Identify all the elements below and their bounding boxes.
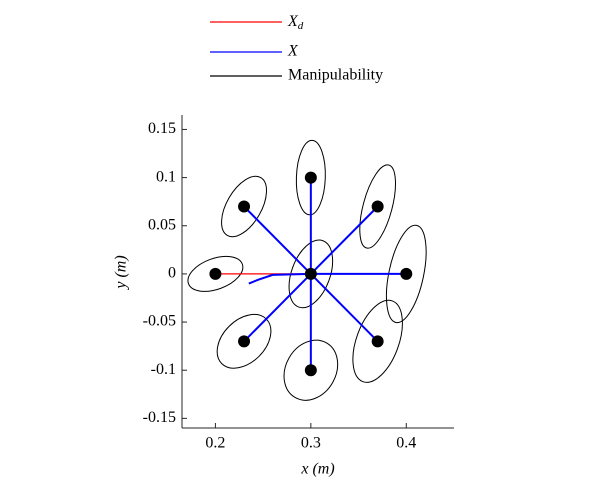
target-point <box>209 267 222 280</box>
trajectory-line <box>243 177 407 371</box>
manipulability-ellipse <box>283 339 339 401</box>
y-tick-label: -0.1 <box>151 361 176 378</box>
y-tick-label: 0 <box>168 265 176 282</box>
manipulability-ellipse <box>187 255 244 292</box>
y-tick-label: 0.1 <box>156 168 176 185</box>
target-point <box>371 200 384 213</box>
x-tick-label: 0.3 <box>301 435 321 452</box>
target-point <box>304 267 317 280</box>
target-point <box>371 335 384 348</box>
legend-label: Xd <box>287 13 304 32</box>
manipulability-ellipse <box>288 239 334 309</box>
target-point <box>238 335 251 348</box>
y-tick-label: -0.15 <box>143 409 176 426</box>
legend-label: X <box>287 43 299 60</box>
y-tick-label: 0.05 <box>148 216 176 233</box>
target-point <box>238 200 251 213</box>
y-tick-label: -0.05 <box>143 313 176 330</box>
manipulability-ellipse <box>359 164 396 249</box>
target-point <box>400 267 413 280</box>
manipulability-ellipse <box>385 224 427 324</box>
x-axis-label: x (m) <box>300 461 334 478</box>
x-tick-label: 0.2 <box>205 435 225 452</box>
x-tick-label: 0.4 <box>396 435 416 452</box>
legend-label: Manipulability <box>288 67 383 84</box>
manipulability-ellipse <box>295 139 326 216</box>
target-point <box>304 171 317 184</box>
manipulability-ellipse <box>352 299 403 383</box>
target-point <box>304 364 317 377</box>
manipulability-ellipse <box>221 175 267 238</box>
y-tick-label: 0.15 <box>148 120 176 137</box>
y-axis-label: y (m) <box>113 255 130 290</box>
